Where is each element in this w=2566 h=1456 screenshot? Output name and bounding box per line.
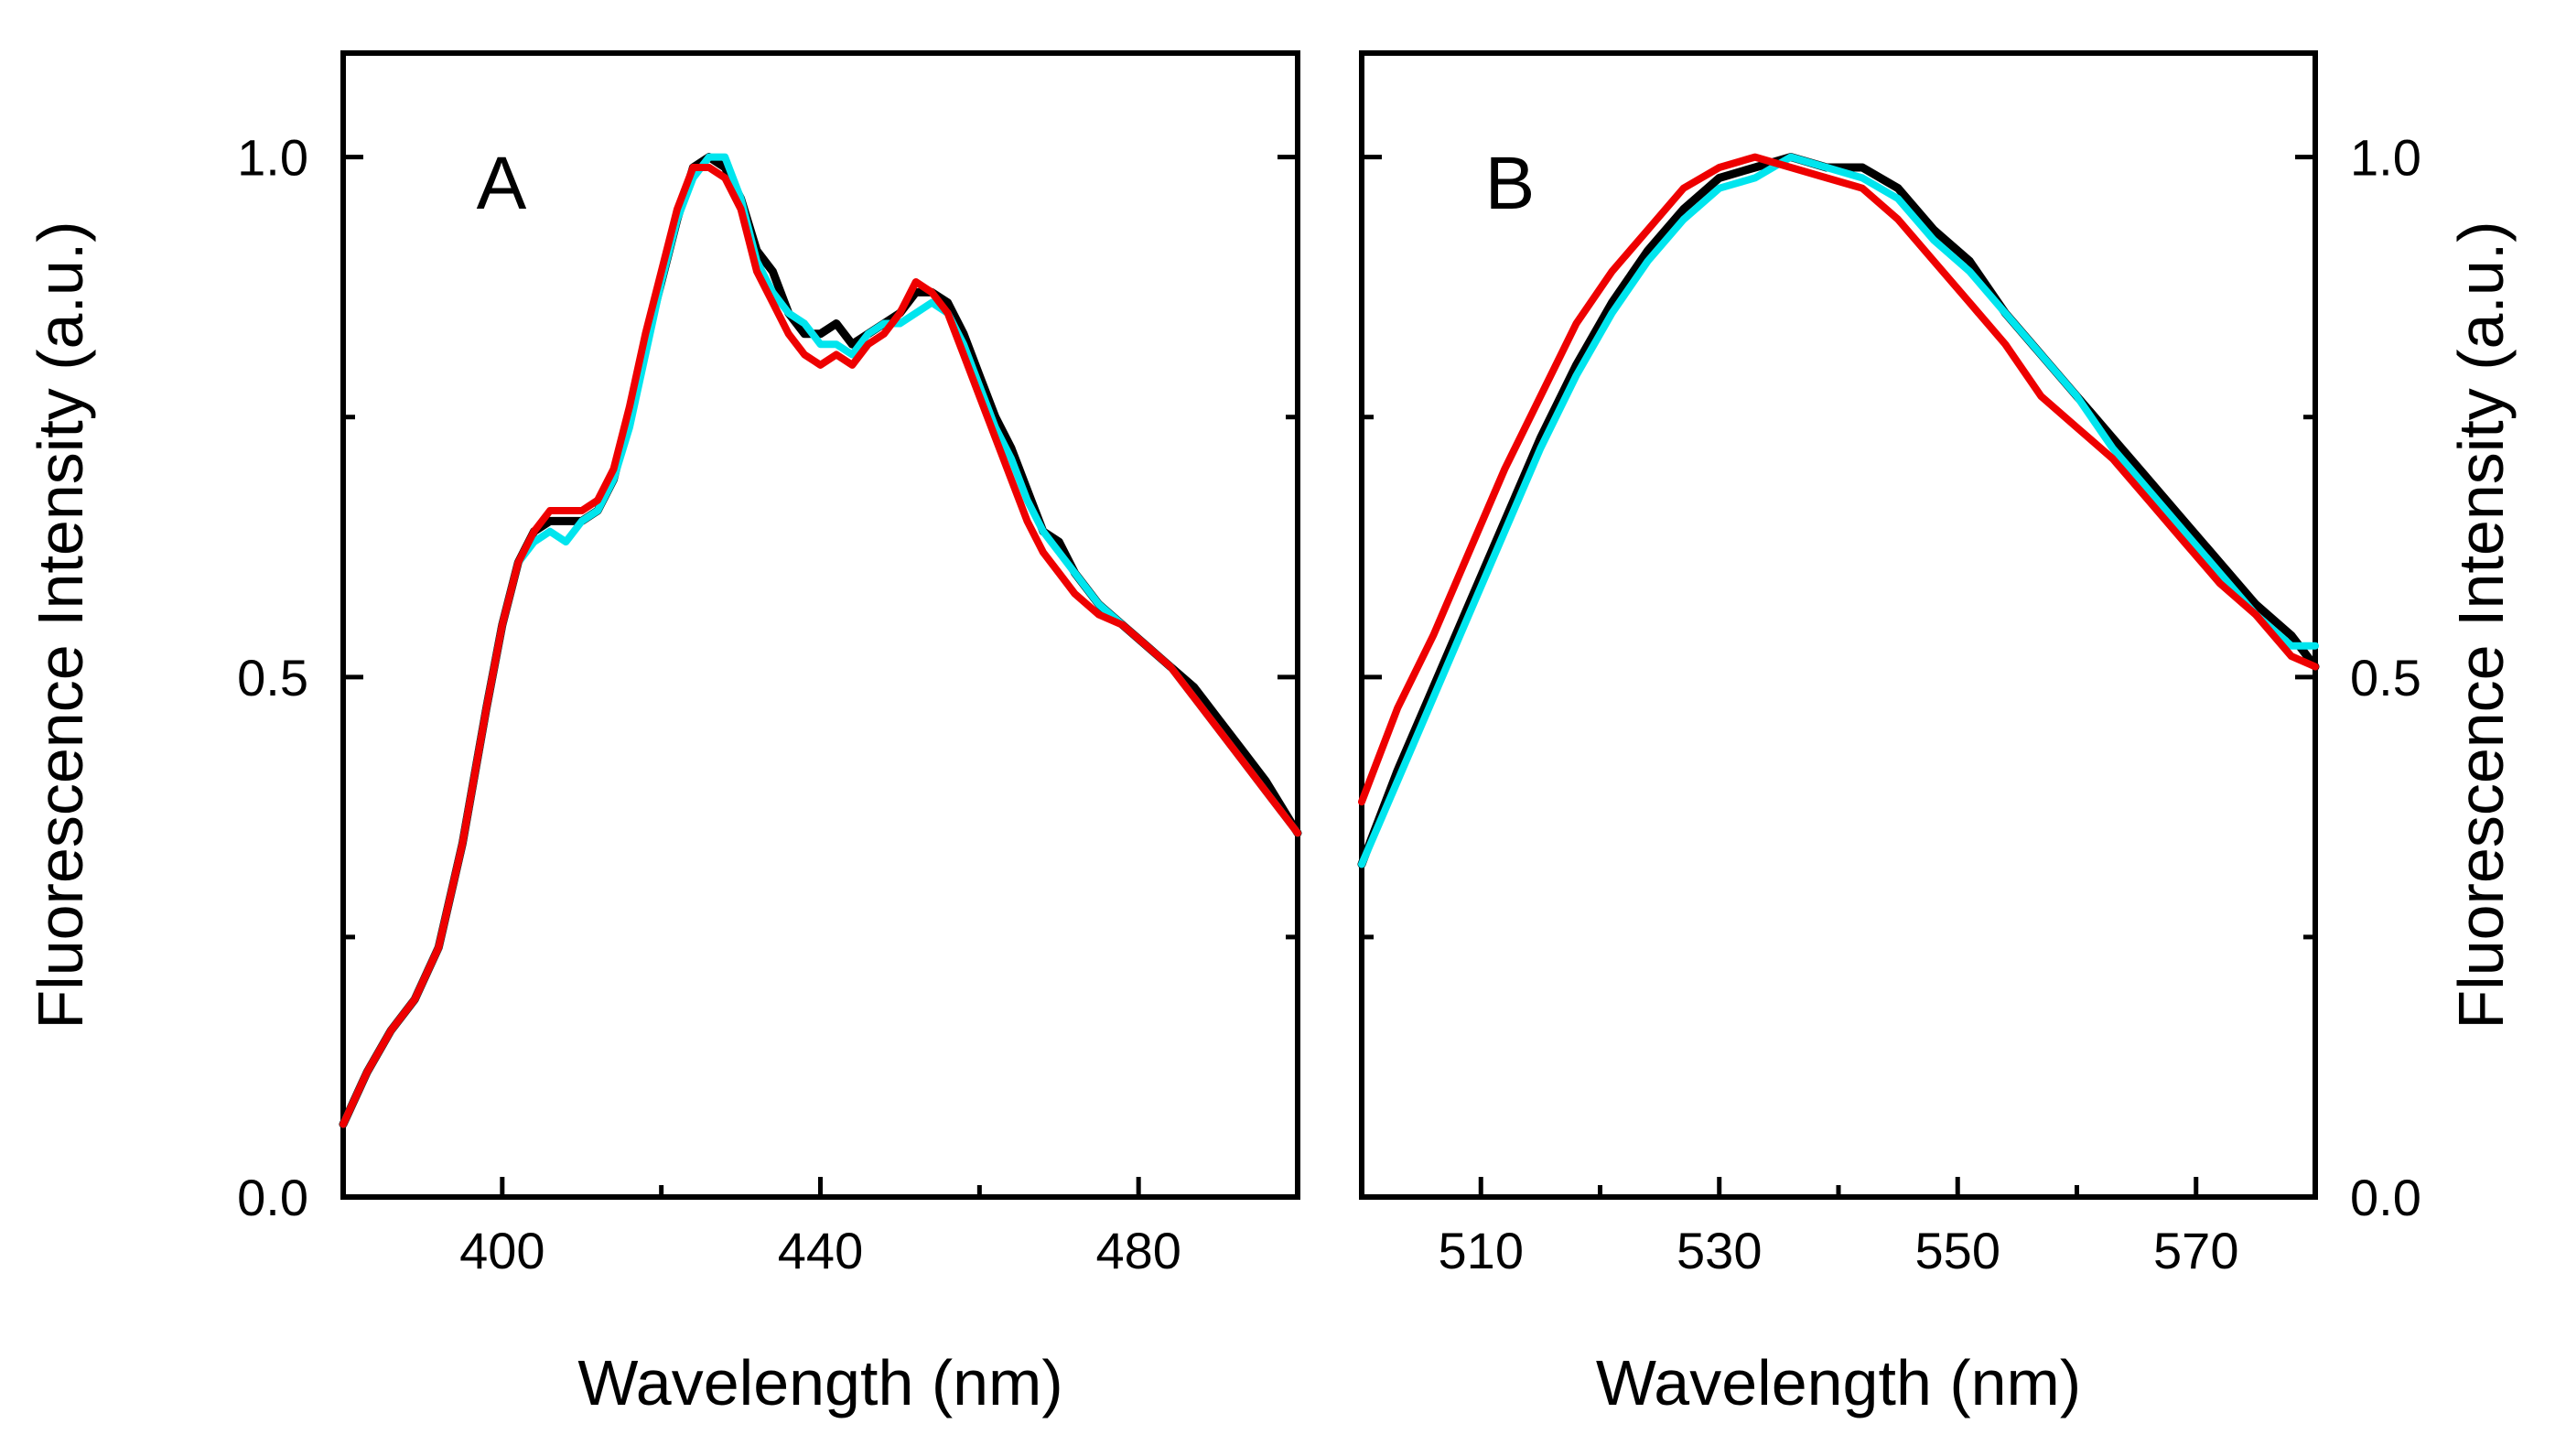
panel-b-y-tick-label: 0.0 (2350, 1169, 2421, 1226)
panel-b-series-red (1358, 153, 2319, 806)
panel-a-x-tick-label: 440 (778, 1222, 863, 1279)
panel-a-x-axis-label: Wavelength (nm) (577, 1347, 1062, 1418)
panel-a-series-black (339, 153, 1302, 1128)
panel-a-series-cyan (340, 153, 1301, 1128)
panel-b-series-cyan (1358, 153, 2319, 868)
panel-b-y-tick-label: 1.0 (2350, 129, 2421, 187)
panel-a-y-tick-label: 0.5 (237, 649, 308, 706)
panel-a-letter: A (477, 142, 527, 225)
panel-b-x-tick-label: 510 (1439, 1222, 1524, 1279)
panel-b-x-tick-label: 570 (2153, 1222, 2238, 1279)
panel-a-y-tick-label: 1.0 (237, 129, 308, 187)
panel-b-x-axis-label: Wavelength (nm) (1596, 1347, 2081, 1418)
panel-b-x-tick-label: 530 (1677, 1222, 1762, 1279)
panel-b-series-black (1357, 153, 2320, 868)
panel-a-x-tick-label: 400 (459, 1222, 544, 1279)
panel-b-letter: B (1485, 142, 1536, 225)
panel-a: 400 440 480 0.0 0.5 1.0 A Wavelength (nm) Fluore… (25, 50, 1302, 1418)
panel-a-x-tick-label: 480 (1095, 1222, 1181, 1279)
panel-b-x-tick-label: 550 (1915, 1222, 2000, 1279)
panel-b-y-tick-label: 0.5 (2350, 649, 2421, 706)
panel-b: 510 530 550 570 0.0 0.5 1.0 B Wavelength (nm) Flu… (1357, 50, 2517, 1418)
panel-a-y-axis-label: Fluorescence Intensity (a.u.) (25, 221, 96, 1029)
panel-a-y-tick-label: 0.0 (237, 1169, 308, 1226)
panel-b-y-axis-label: Fluorescence Intensity (a.u.) (2445, 221, 2517, 1029)
panel-a-series-red (340, 164, 1301, 1128)
